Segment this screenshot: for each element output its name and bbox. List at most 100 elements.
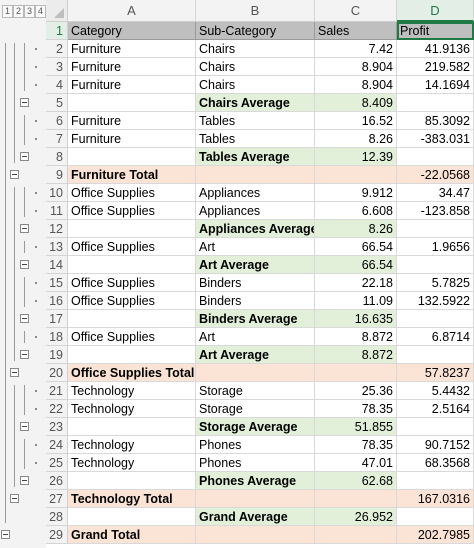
cell-b[interactable]: Phones bbox=[196, 436, 315, 454]
cell-d[interactable]: 14.1694 bbox=[397, 76, 474, 94]
cell-b[interactable]: Art Average bbox=[196, 346, 315, 364]
cell-c[interactable]: 8.26 bbox=[315, 220, 397, 238]
cell-d[interactable]: 202.7985 bbox=[397, 526, 474, 544]
cell-d[interactable]: 90.7152 bbox=[397, 436, 474, 454]
collapse-group-icon[interactable] bbox=[20, 260, 29, 269]
column-header-a[interactable]: A bbox=[68, 0, 196, 22]
cell-b[interactable] bbox=[196, 526, 315, 544]
row-number[interactable]: 1 bbox=[46, 22, 68, 40]
cell-a[interactable] bbox=[68, 310, 196, 328]
row-number[interactable]: 8 bbox=[46, 148, 68, 166]
cell-d[interactable]: -22.0568 bbox=[397, 166, 474, 184]
collapse-group-icon[interactable] bbox=[20, 152, 29, 161]
row-number[interactable]: 19 bbox=[46, 346, 68, 364]
cell-c[interactable]: 8.409 bbox=[315, 94, 397, 112]
cell-a[interactable]: Technology bbox=[68, 400, 196, 418]
cell-c[interactable]: 78.35 bbox=[315, 436, 397, 454]
cell-a[interactable] bbox=[68, 256, 196, 274]
cell-d[interactable]: 57.8237 bbox=[397, 364, 474, 382]
cell-a[interactable]: Technology Total bbox=[68, 490, 196, 508]
cell-a[interactable]: Office Supplies bbox=[68, 202, 196, 220]
cell-d[interactable]: 219.582 bbox=[397, 58, 474, 76]
cell-b[interactable]: Art bbox=[196, 238, 315, 256]
row-number[interactable]: 24 bbox=[46, 436, 68, 454]
row-number[interactable]: 5 bbox=[46, 94, 68, 112]
cell-c[interactable]: 78.35 bbox=[315, 400, 397, 418]
cell-c[interactable]: 9.912 bbox=[315, 184, 397, 202]
cell-c[interactable] bbox=[315, 166, 397, 184]
cell-c[interactable] bbox=[315, 364, 397, 382]
cell-c[interactable]: 47.01 bbox=[315, 454, 397, 472]
cell-b[interactable]: Art Average bbox=[196, 256, 315, 274]
cell-b[interactable]: Appliances bbox=[196, 202, 315, 220]
cell-d[interactable]: -123.858 bbox=[397, 202, 474, 220]
cell-d[interactable]: 2.5164 bbox=[397, 400, 474, 418]
cell-a[interactable] bbox=[68, 418, 196, 436]
cell-c[interactable]: 66.54 bbox=[315, 256, 397, 274]
cell-a[interactable]: Office Supplies bbox=[68, 184, 196, 202]
cell-a[interactable]: Furniture bbox=[68, 130, 196, 148]
collapse-group-icon[interactable] bbox=[20, 422, 29, 431]
cell-c[interactable]: 12.39 bbox=[315, 148, 397, 166]
row-number[interactable]: 18 bbox=[46, 328, 68, 346]
cell-d[interactable]: 132.5922 bbox=[397, 292, 474, 310]
cell-b[interactable]: Chairs bbox=[196, 40, 315, 58]
cell-a[interactable]: Furniture bbox=[68, 112, 196, 130]
collapse-group-icon[interactable] bbox=[20, 314, 29, 323]
collapse-group-icon[interactable] bbox=[20, 224, 29, 233]
cell-b[interactable] bbox=[196, 364, 315, 382]
cell-c[interactable]: 6.608 bbox=[315, 202, 397, 220]
collapse-group-icon[interactable] bbox=[20, 476, 29, 485]
collapse-group-icon[interactable] bbox=[10, 170, 19, 179]
cell-d[interactable]: 41.9136 bbox=[397, 40, 474, 58]
cell-b[interactable]: Tables bbox=[196, 112, 315, 130]
collapse-group-icon[interactable] bbox=[10, 368, 19, 377]
cell-a[interactable]: Office Supplies Total bbox=[68, 364, 196, 382]
row-number[interactable]: 27 bbox=[46, 490, 68, 508]
cell-b[interactable]: Binders bbox=[196, 292, 315, 310]
cell-c[interactable]: 8.904 bbox=[315, 58, 397, 76]
row-number[interactable]: 11 bbox=[46, 202, 68, 220]
cell-d[interactable]: 68.3568 bbox=[397, 454, 474, 472]
cell-a[interactable] bbox=[68, 148, 196, 166]
row-number[interactable]: 20 bbox=[46, 364, 68, 382]
cell-c[interactable] bbox=[315, 526, 397, 544]
cell-a[interactable]: Furniture Total bbox=[68, 166, 196, 184]
outline-level-1-button[interactable]: 1 bbox=[2, 5, 13, 18]
cell-a[interactable]: Office Supplies bbox=[68, 328, 196, 346]
header-cell-c[interactable]: Sales bbox=[315, 22, 397, 40]
row-number[interactable]: 13 bbox=[46, 238, 68, 256]
cell-d[interactable]: 1.9656 bbox=[397, 238, 474, 256]
row-number[interactable]: 4 bbox=[46, 76, 68, 94]
row-number[interactable]: 10 bbox=[46, 184, 68, 202]
cell-d[interactable] bbox=[397, 508, 474, 526]
cell-d[interactable] bbox=[397, 256, 474, 274]
collapse-group-icon[interactable] bbox=[20, 350, 29, 359]
cell-a[interactable] bbox=[68, 94, 196, 112]
row-number[interactable]: 23 bbox=[46, 418, 68, 436]
cell-a[interactable]: Furniture bbox=[68, 76, 196, 94]
cell-b[interactable]: Chairs Average bbox=[196, 94, 315, 112]
cell-c[interactable]: 8.872 bbox=[315, 346, 397, 364]
row-number[interactable]: 15 bbox=[46, 274, 68, 292]
cell-c[interactable]: 26.952 bbox=[315, 508, 397, 526]
cell-b[interactable]: Binders Average bbox=[196, 310, 315, 328]
column-header-b[interactable]: B bbox=[196, 0, 315, 22]
cell-c[interactable]: 22.18 bbox=[315, 274, 397, 292]
cell-a[interactable]: Furniture bbox=[68, 58, 196, 76]
collapse-group-icon[interactable] bbox=[10, 494, 19, 503]
collapse-group-icon[interactable] bbox=[1, 530, 10, 539]
cell-c[interactable]: 8.872 bbox=[315, 328, 397, 346]
cell-c[interactable]: 51.855 bbox=[315, 418, 397, 436]
cell-c[interactable]: 62.68 bbox=[315, 472, 397, 490]
cell-d[interactable]: 6.8714 bbox=[397, 328, 474, 346]
cell-b[interactable]: Phones Average bbox=[196, 472, 315, 490]
cell-a[interactable] bbox=[68, 220, 196, 238]
cell-d[interactable] bbox=[397, 418, 474, 436]
cell-c[interactable]: 25.36 bbox=[315, 382, 397, 400]
cell-c[interactable]: 16.635 bbox=[315, 310, 397, 328]
outline-level-3-button[interactable]: 3 bbox=[24, 5, 35, 18]
row-number[interactable]: 25 bbox=[46, 454, 68, 472]
cell-a[interactable] bbox=[68, 346, 196, 364]
row-number[interactable]: 9 bbox=[46, 166, 68, 184]
